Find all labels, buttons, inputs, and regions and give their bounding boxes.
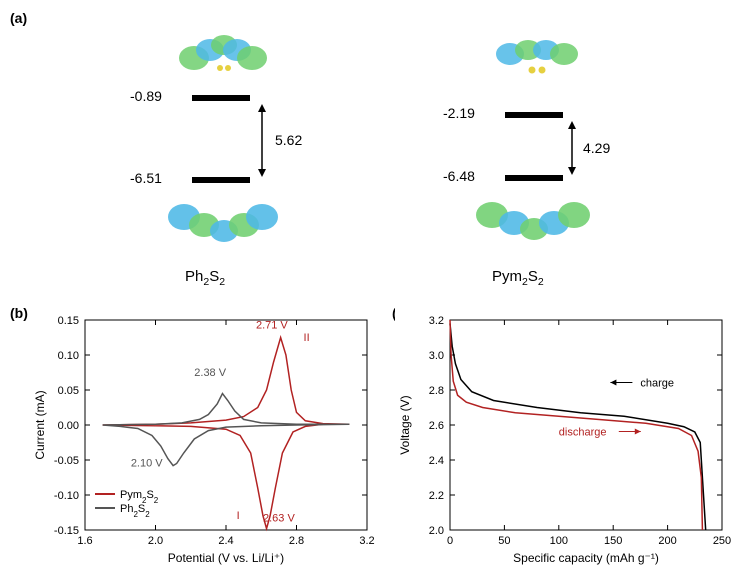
svg-text:I: I <box>237 510 240 522</box>
homo-bar-right <box>505 175 563 181</box>
svg-text:-0.05: -0.05 <box>54 455 79 467</box>
svg-text:2.10 V: 2.10 V <box>131 457 163 469</box>
svg-text:0.00: 0.00 <box>58 420 79 432</box>
svg-text:3.2: 3.2 <box>429 315 444 327</box>
svg-text:0.05: 0.05 <box>58 385 79 397</box>
svg-text:2.0: 2.0 <box>429 525 444 537</box>
cv-chart: 1.6 2.0 2.4 2.8 3.2 -0.15 -0.10 -0.05 0.00 0.05 0.… <box>30 308 385 568</box>
orbital-homo-left <box>162 195 282 257</box>
mol-name-left: Ph2S2 <box>185 268 225 288</box>
homo-energy-right: -6.48 <box>443 168 475 184</box>
panel-a-label: (a) <box>10 10 27 26</box>
svg-text:2.8: 2.8 <box>289 535 304 547</box>
svg-text:2.63 V: 2.63 V <box>263 513 295 525</box>
svg-text:1.6: 1.6 <box>77 535 92 547</box>
svg-text:2.8: 2.8 <box>429 385 444 397</box>
svg-text:0: 0 <box>447 535 453 547</box>
svg-text:2.4: 2.4 <box>429 455 444 467</box>
gap-arrow-right <box>565 121 585 175</box>
svg-text:Ph2S2: Ph2S2 <box>120 503 150 519</box>
svg-text:0.15: 0.15 <box>58 315 79 327</box>
svg-text:Specific capacity (mAh g⁻¹): Specific capacity (mAh g⁻¹) <box>513 551 659 565</box>
svg-text:100: 100 <box>550 535 568 547</box>
gap-arrow-left <box>255 104 275 177</box>
svg-text:Potential (V vs. Li/Li⁺): Potential (V vs. Li/Li⁺) <box>168 551 284 565</box>
lumo-energy-right: -2.19 <box>443 105 475 121</box>
lumo-bar-left <box>192 95 250 101</box>
svg-text:200: 200 <box>658 535 676 547</box>
svg-text:250: 250 <box>713 535 731 547</box>
svg-text:2.4: 2.4 <box>218 535 233 547</box>
homo-bar-left <box>192 177 250 183</box>
svg-text:3.2: 3.2 <box>359 535 374 547</box>
svg-text:3.0: 3.0 <box>429 350 444 362</box>
svg-text:charge: charge <box>640 378 674 390</box>
svg-text:2.38 V: 2.38 V <box>194 367 226 379</box>
gap-left: 5.62 <box>275 132 302 148</box>
voltage-chart: 0 50 100 150 200 250 2.0 2.2 2.4 2.6 2.8 3.0 3.2 Spec… <box>395 308 745 568</box>
svg-text:discharge: discharge <box>559 427 607 439</box>
svg-text:50: 50 <box>498 535 510 547</box>
svg-text:-0.10: -0.10 <box>54 490 79 502</box>
svg-text:-0.15: -0.15 <box>54 525 79 537</box>
orbital-homo-right <box>470 193 595 255</box>
orbital-lumo-right <box>486 30 586 86</box>
orbital-lumo-left <box>172 18 272 80</box>
lumo-energy-left: -0.89 <box>130 88 162 104</box>
svg-text:II: II <box>304 332 310 344</box>
gap-right: 4.29 <box>583 140 610 156</box>
mol-name-right: Pym2S2 <box>492 268 544 288</box>
svg-text:Current (mA): Current (mA) <box>33 390 47 459</box>
svg-text:2.2: 2.2 <box>429 490 444 502</box>
svg-text:2.71 V: 2.71 V <box>256 319 288 331</box>
panel-b-label: (b) <box>10 305 28 321</box>
svg-text:150: 150 <box>604 535 622 547</box>
svg-text:0.10: 0.10 <box>58 350 79 362</box>
lumo-bar-right <box>505 112 563 118</box>
svg-text:2.0: 2.0 <box>148 535 163 547</box>
svg-text:2.6: 2.6 <box>429 420 444 432</box>
homo-energy-left: -6.51 <box>130 170 162 186</box>
svg-text:Voltage (V): Voltage (V) <box>398 395 412 454</box>
